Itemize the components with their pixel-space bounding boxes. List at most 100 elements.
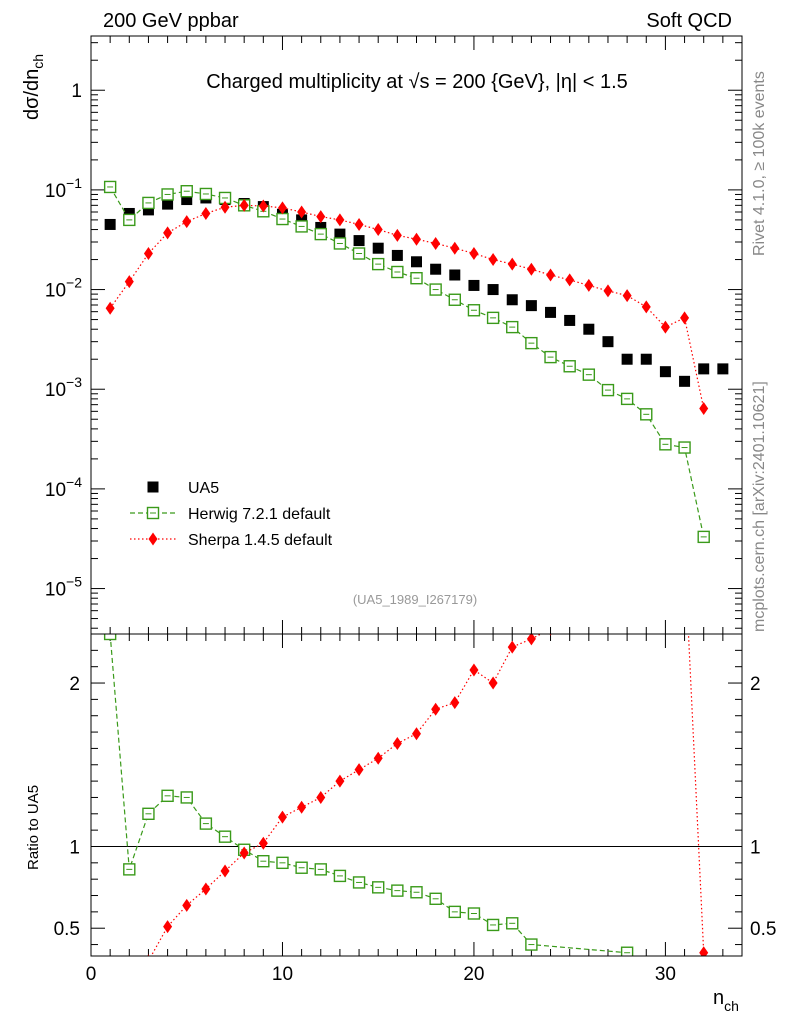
- ratio-series-1-point: [297, 800, 307, 814]
- y-tick-label-base: 10: [45, 281, 66, 302]
- ratio-tick-label-right: 1: [750, 837, 761, 858]
- ratio-series-1-point: [163, 920, 173, 934]
- ratio-series-1-point: [392, 737, 402, 751]
- y-tick-label: 10−3: [45, 374, 82, 401]
- main-series-2-point: [335, 213, 345, 227]
- y-axis-label-sub: ch: [30, 54, 46, 69]
- main-series-2-point: [105, 301, 115, 315]
- main-series-2-point: [699, 402, 709, 416]
- ratio-series-1-point: [565, 611, 574, 624]
- y-tick-label-exp: −1: [66, 175, 82, 191]
- y-tick-label: 10−4: [45, 474, 82, 501]
- main-series-2-point: [354, 217, 364, 231]
- main-series-0-point: [104, 218, 116, 230]
- y-tick-label-base: 1: [71, 81, 82, 102]
- y-tick-label: 10−5: [45, 574, 82, 601]
- main-series-0-point: [545, 306, 557, 318]
- header-right: Soft QCD: [646, 10, 732, 32]
- ratio-series-1-point: [354, 763, 364, 777]
- ratio-series-1-point: [412, 727, 421, 741]
- main-series-0-point: [525, 300, 537, 312]
- main-series-0-point: [487, 284, 499, 296]
- main-series-2-point: [373, 223, 383, 237]
- main-series-0-point: [391, 249, 403, 261]
- main-series-2-point: [201, 206, 211, 220]
- y-tick-label-base: 10: [45, 580, 66, 601]
- ratio-series-1-point: [431, 702, 441, 716]
- ratio-series-0-point: [620, 946, 634, 956]
- ratio-series-1-point: [182, 898, 192, 912]
- ratio-panel-frame: [90, 633, 743, 957]
- main-series-0-point: [506, 294, 518, 306]
- main-series-0-point: [717, 363, 729, 375]
- main-series-0-point: [698, 363, 710, 375]
- main-series-0-point: [123, 207, 135, 219]
- y-tick-label-base: 10: [45, 480, 66, 501]
- main-series-2-point: [526, 262, 536, 276]
- main-series-2-point: [143, 247, 153, 261]
- ratio-tick-label-left: 1: [69, 837, 80, 858]
- y-tick-label-exp: −3: [66, 374, 82, 390]
- reference-label: (UA5_1989_I267179): [353, 592, 477, 607]
- y-tick-label: 1: [71, 81, 82, 102]
- main-series-2-point: [412, 232, 421, 246]
- main-series-2-point: [546, 268, 556, 282]
- main-series-0-point: [296, 214, 308, 226]
- main-series-2-point: [622, 289, 632, 303]
- ratio-series-1-point: [526, 634, 536, 646]
- ratio-tick-label-left: 2: [69, 674, 80, 695]
- main-series-2-point: [660, 320, 670, 334]
- main-series-2-point: [584, 278, 594, 292]
- ratio-series-1-point: [469, 663, 479, 677]
- main-series-0-point: [679, 375, 691, 387]
- main-axis-ticks: 110−110−210−310−410−5: [45, 36, 743, 634]
- main-series-2-point: [182, 215, 192, 229]
- ratio-series-1-point: [373, 751, 383, 765]
- main-series-2-point: [507, 257, 517, 271]
- legend-marker: [147, 481, 159, 493]
- ratio-plot-area: [91, 611, 742, 956]
- legend-entry: Sherpa 1.4.5 default: [130, 532, 333, 549]
- y-axis-label: dσ/dnch: [21, 54, 46, 120]
- ratio-tick-label-right: 2: [750, 674, 761, 695]
- main-series-0-point: [334, 228, 346, 240]
- header-left: 200 GeV ppbar: [103, 10, 239, 32]
- ratio-series-1-point: [507, 640, 517, 654]
- y-tick-label-exp: −2: [66, 275, 82, 291]
- main-series-2-point: [239, 198, 249, 212]
- main-series-2-point: [641, 300, 651, 314]
- main-series-2-line: [109, 204, 705, 409]
- legend: UA5 Herwig 7.2.1 default Sherpa 1.4.5 defa…: [130, 480, 333, 549]
- main-series-2-point: [488, 253, 498, 267]
- y-tick-label-exp: −4: [66, 474, 82, 490]
- ratio-series-1-point: [699, 946, 709, 956]
- main-series-2-point: [680, 311, 690, 325]
- ratio-series-1-point: [335, 774, 345, 788]
- y-tick-label-exp: −5: [66, 574, 82, 590]
- main-series-2-point: [163, 226, 173, 240]
- main-series-2-point: [124, 275, 134, 289]
- legend-label: Herwig 7.2.1 default: [188, 506, 331, 523]
- main-series-0-point: [315, 221, 327, 233]
- main-series-0-point: [659, 366, 671, 378]
- legend-entry: UA5: [147, 480, 219, 497]
- ratio-series-1-point: [220, 864, 230, 878]
- ratio-series-1-point: [277, 810, 287, 824]
- main-series-2-point: [431, 236, 441, 250]
- main-series-2-point: [277, 201, 287, 215]
- x-axis-label-main: n: [713, 987, 724, 1009]
- ratio-axis-label: Ratio to UA5: [25, 785, 42, 870]
- main-series-0-point: [583, 323, 595, 335]
- main-series-2-point: [603, 284, 613, 298]
- x-tick-label: 20: [463, 964, 484, 985]
- rivet-label: Rivet 4.1.0, ≥ 100k events: [751, 71, 768, 256]
- y-axis-label-main: dσ/dn: [21, 69, 43, 120]
- main-series-0-point: [640, 353, 652, 365]
- main-series-0-point: [411, 256, 422, 268]
- x-tick-label: 0: [86, 964, 97, 985]
- main-series-2-point: [450, 241, 460, 255]
- legend-marker: [148, 532, 158, 546]
- main-series-2-point: [392, 228, 402, 242]
- main-series-0-point: [372, 242, 384, 254]
